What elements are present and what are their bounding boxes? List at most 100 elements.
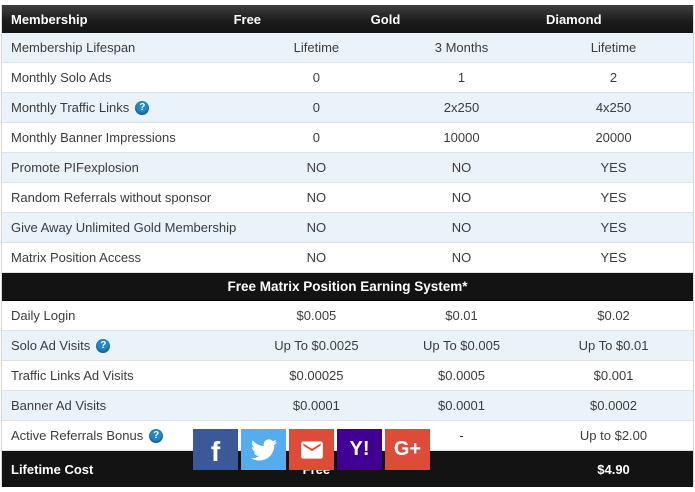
row-label: Give Away Unlimited Gold Membership [11,220,237,235]
row-label: Banner Ad Visits [11,398,107,413]
cell-diamond: $0.001 [593,368,634,383]
column-header-gold: Gold [370,11,401,27]
table-row: Monthly Banner Impressions 0 10000 20000 [2,123,693,153]
help-icon[interactable]: ? [149,428,164,443]
row-label-cell: Daily Login [2,308,244,323]
table-header-row: Membership Free Gold Diamond [2,5,693,33]
footer-label: Lifetime Cost [11,461,94,477]
cell-free: NO [306,250,327,265]
table-row: Promote PIFexplosion NO NO YES [2,153,693,183]
cell-free: $0.005 [296,308,337,323]
table-row: Membership Lifespan Lifetime 3 Months Li… [2,33,693,63]
cell-gold: NO [451,190,472,205]
cell-free: $0.0001 [292,398,340,413]
cell-gold: 1 [457,70,466,85]
table-row: Monthly Traffic Links ? 0 2x250 4x250 [2,93,693,123]
share-bar: f Y! G+ [193,429,430,470]
facebook-icon: f [210,435,221,467]
cell-free: NO [306,160,327,175]
row-label: Promote PIFexplosion [11,160,139,175]
cell-diamond: YES [600,190,627,205]
row-label-cell: Promote PIFexplosion [2,160,244,175]
footer-cell-diamond: $4.90 [597,461,630,477]
row-label-cell: Solo Ad Visits ? [2,338,244,353]
cell-gold: 3 Months [434,40,489,55]
column-header-free: Free [233,11,262,27]
table-row: Monthly Solo Ads 0 1 2 [2,63,693,93]
table-row: Daily Login $0.005 $0.01 $0.02 [2,301,693,331]
twitter-icon [250,438,277,461]
cell-diamond: YES [600,160,627,175]
cell-free: 0 [312,70,321,85]
cell-diamond: Up To $0.01 [578,338,649,353]
cell-free: NO [306,190,327,205]
row-label-cell: Random Referrals without sponsor [2,190,244,205]
section-header-matrix-earning: Free Matrix Position Earning System* [2,273,693,301]
cell-free: 0 [312,130,321,145]
membership-pricing-table: Membership Free Gold Diamond Membership … [1,5,694,487]
cell-diamond: 20000 [595,130,632,145]
cell-gold: NO [451,220,472,235]
table-row: Banner Ad Visits $0.0001 $0.0001 $0.0002 [2,391,693,421]
help-icon[interactable]: ? [135,100,150,115]
cell-diamond: 4x250 [595,100,632,115]
cell-gold: - [459,428,464,443]
row-label-cell: Active Referrals Bonus ? [2,428,244,443]
cell-diamond: YES [600,250,627,265]
row-label: Monthly Solo Ads [11,70,112,85]
cell-diamond: $0.02 [597,308,630,323]
row-label: Daily Login [11,308,76,323]
row-label: Active Referrals Bonus [11,428,144,443]
yahoo-icon: Y! [349,438,370,460]
row-label-cell: Membership Lifespan [2,40,244,55]
table-row: Traffic Links Ad Visits $0.00025 $0.0005… [2,361,693,391]
cell-free: Up To $0.0025 [274,338,359,353]
cell-gold: $0.0005 [438,368,485,383]
cell-gold: Up To $0.005 [422,338,501,353]
twitter-share-button[interactable] [241,429,286,470]
cell-diamond: 2 [609,70,618,85]
row-label-cell: Banner Ad Visits [2,398,244,413]
row-label: Monthly Traffic Links [11,100,130,115]
cell-free: Lifetime [293,40,340,55]
table-row: Random Referrals without sponsor NO NO Y… [2,183,693,213]
gmail-share-button[interactable] [289,429,334,470]
row-label-cell: Monthly Traffic Links ? [2,100,244,115]
row-label-cell: Matrix Position Access [2,250,244,265]
cell-diamond: Lifetime [590,40,637,55]
row-label-cell: Give Away Unlimited Gold Membership [2,220,244,235]
cell-gold: NO [451,160,472,175]
cell-free: NO [306,220,327,235]
cell-diamond: Up to $2.00 [579,428,648,443]
cell-gold: $0.01 [445,308,478,323]
table-row: Matrix Position Access NO NO YES [2,243,693,273]
column-header-membership: Membership [11,11,88,27]
help-icon[interactable]: ? [96,338,111,353]
row-label: Traffic Links Ad Visits [11,368,134,383]
googleplus-share-button[interactable]: G+ [385,429,430,470]
row-label: Solo Ad Visits [11,338,91,353]
row-label-cell: Traffic Links Ad Visits [2,368,244,383]
row-label-cell: Monthly Solo Ads [2,70,244,85]
table-row: Solo Ad Visits ? Up To $0.0025 Up To $0.… [2,331,693,361]
facebook-share-button[interactable]: f [193,429,238,470]
cell-diamond: $0.0002 [590,398,638,413]
cell-gold: NO [451,250,472,265]
column-header-diamond: Diamond [545,11,602,27]
yahoo-share-button[interactable]: Y! [337,429,382,470]
row-label: Monthly Banner Impressions [11,130,176,145]
cell-free: $0.00025 [289,368,344,383]
cell-gold: 10000 [443,130,480,145]
cell-diamond: YES [600,220,627,235]
row-label: Matrix Position Access [11,250,142,265]
row-label: Random Referrals without sponsor [11,190,212,205]
googleplus-icon: G+ [393,438,422,460]
section-title: Free Matrix Position Earning System* [227,279,468,294]
cell-free: 0 [312,100,321,115]
table-row: Give Away Unlimited Gold Membership NO N… [2,213,693,243]
cell-gold: $0.0001 [438,398,485,413]
row-label-cell: Monthly Banner Impressions [2,130,244,145]
cell-gold: 2x250 [443,100,480,115]
row-label: Membership Lifespan [11,40,136,55]
gmail-icon [300,440,323,459]
